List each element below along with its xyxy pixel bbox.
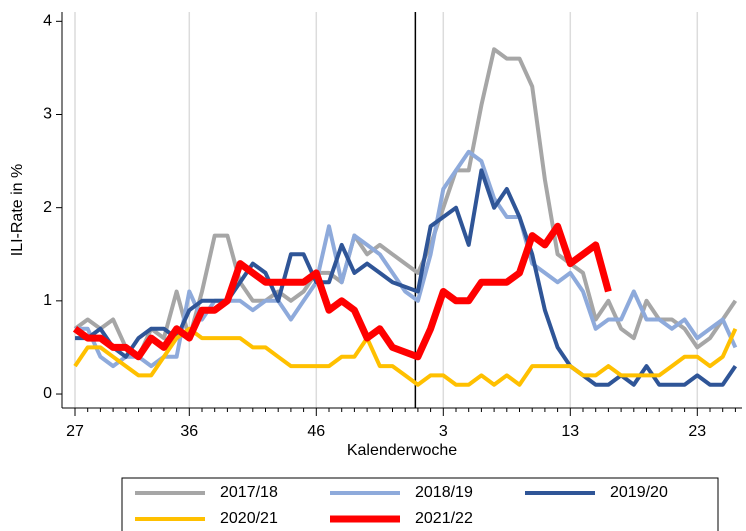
legend-box [121,477,719,531]
y-tick-label: 0 [43,385,52,402]
x-tick-label: 27 [66,423,84,440]
x-tick-label: 36 [180,423,198,440]
x-tick-label: 3 [439,423,448,440]
x-tick-label: 46 [307,423,325,440]
legend-label: 2020/21 [220,510,278,527]
legend-label: 2019/20 [610,484,668,501]
series-line [75,149,738,369]
legend-label: 2018/19 [415,484,473,501]
legend-label: 2017/18 [220,484,278,501]
x-tick-label: 23 [688,423,706,440]
series-line [75,168,738,387]
y-tick-label: 4 [43,13,52,30]
legend-label: 2021/22 [415,510,473,527]
x-tick-label: 13 [561,423,579,440]
y-axis-label: ILI-Rate in % [9,164,26,256]
y-tick-label: 1 [43,292,52,309]
y-tick-label: 2 [43,199,52,216]
series-line [72,222,612,361]
y-tick-label: 3 [43,106,52,123]
x-axis-label: Kalenderwoche [347,442,457,459]
